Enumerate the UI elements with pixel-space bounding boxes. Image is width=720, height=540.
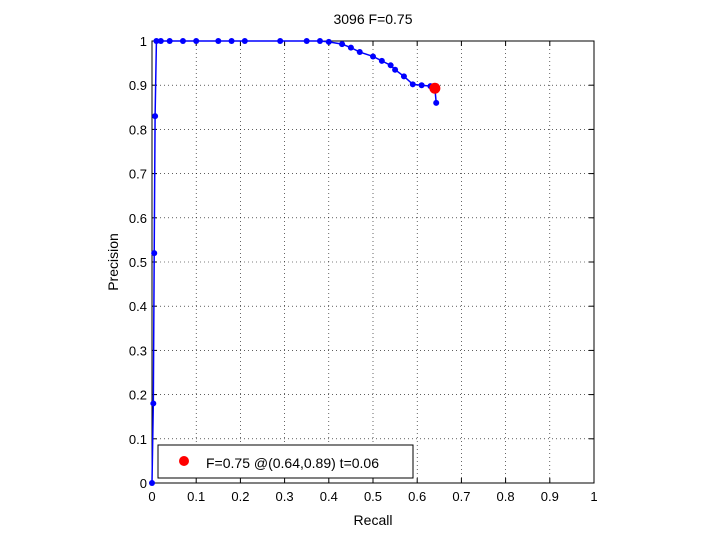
y-tick-label: 0.9 bbox=[129, 78, 147, 93]
y-tick-label: 0.2 bbox=[129, 388, 147, 403]
data-point bbox=[241, 38, 248, 44]
legend-marker bbox=[179, 456, 189, 466]
data-point bbox=[179, 38, 186, 44]
data-point bbox=[409, 81, 416, 88]
data-point bbox=[153, 38, 160, 44]
x-tick-label: 0 bbox=[148, 489, 155, 504]
data-point bbox=[400, 73, 407, 80]
y-tick-label: 0.5 bbox=[129, 255, 147, 270]
data-point bbox=[303, 38, 310, 44]
x-tick-label: 0.9 bbox=[541, 489, 559, 504]
data-point bbox=[152, 113, 159, 120]
data-point bbox=[418, 82, 425, 89]
y-axis-label: Precision bbox=[105, 233, 121, 291]
legend: F=0.75 @(0.64,0.89) t=0.06 bbox=[157, 444, 414, 479]
data-point bbox=[215, 38, 222, 44]
best-f-point bbox=[429, 82, 441, 94]
y-tick-label: 0.4 bbox=[129, 299, 147, 314]
y-tick-label: 0.6 bbox=[129, 211, 147, 226]
x-tick-label: 0.6 bbox=[408, 489, 426, 504]
data-point bbox=[193, 38, 200, 44]
legend-text: F=0.75 @(0.64,0.89) t=0.06 bbox=[206, 455, 379, 471]
y-tick-label: 0.3 bbox=[129, 343, 147, 358]
y-tick-label: 0.1 bbox=[129, 432, 147, 447]
data-point bbox=[150, 400, 157, 407]
data-point bbox=[339, 41, 346, 48]
data-point bbox=[316, 38, 323, 44]
data-point bbox=[325, 38, 332, 45]
x-tick-label: 0.2 bbox=[231, 489, 249, 504]
x-tick-label: 0.5 bbox=[364, 489, 382, 504]
data-point bbox=[392, 66, 399, 73]
x-tick-label: 0.8 bbox=[497, 489, 515, 504]
data-point bbox=[356, 49, 363, 56]
chart-title: 3096 F=0.75 bbox=[333, 11, 412, 27]
grid bbox=[152, 41, 594, 483]
data-point bbox=[370, 53, 376, 60]
data-point bbox=[387, 62, 394, 69]
legend-box bbox=[157, 444, 414, 479]
data-point bbox=[378, 57, 385, 64]
x-tick-label: 1 bbox=[590, 489, 597, 504]
x-axis-ticks: 0 0.1 0.2 0.3 0.4 0.5 0.6 0.7 0.8 0.9 1 bbox=[148, 41, 598, 504]
y-axis-ticks: 0 0.1 0.2 0.3 0.4 0.5 0.6 0.7 0.8 0.9 1 bbox=[129, 34, 594, 491]
data-point bbox=[347, 44, 354, 51]
data-point bbox=[166, 38, 173, 44]
x-axis-label: Recall bbox=[354, 512, 393, 528]
data-point bbox=[228, 38, 235, 44]
data-point bbox=[149, 480, 155, 486]
y-tick-label: 1 bbox=[140, 34, 147, 49]
x-tick-label: 0.4 bbox=[320, 489, 338, 504]
x-tick-label: 0.7 bbox=[452, 489, 470, 504]
data-point bbox=[433, 99, 440, 106]
data-point bbox=[277, 38, 284, 44]
y-tick-label: 0.7 bbox=[129, 167, 147, 182]
y-tick-label: 0.8 bbox=[129, 122, 147, 137]
data-point bbox=[151, 250, 158, 257]
x-tick-label: 0.3 bbox=[276, 489, 294, 504]
data-point bbox=[157, 38, 164, 44]
y-tick-label: 0 bbox=[140, 476, 147, 491]
x-tick-label: 0.1 bbox=[187, 489, 205, 504]
series-layer bbox=[149, 38, 441, 486]
